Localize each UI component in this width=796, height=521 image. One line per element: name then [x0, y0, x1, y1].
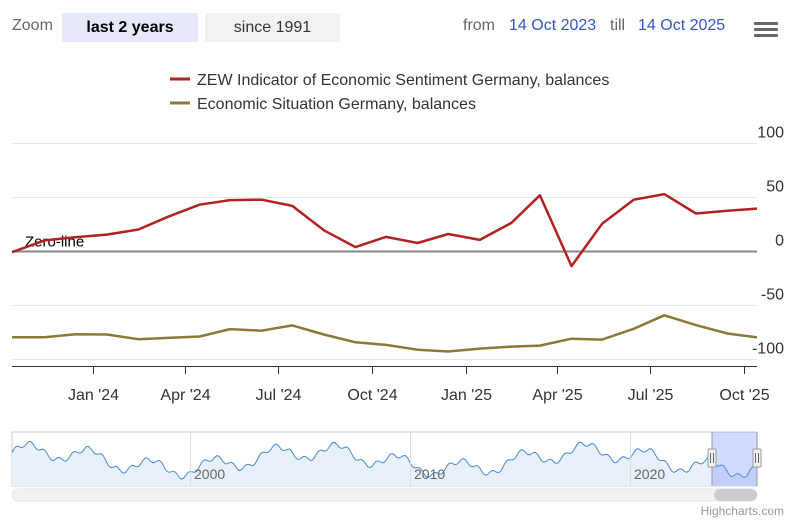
scrollbar-track[interactable] [11, 488, 758, 502]
series [11, 192, 758, 353]
navigator-tick-label: 2020 [634, 466, 665, 482]
hamburger-menu-icon[interactable] [754, 22, 778, 42]
series-line-1 [11, 314, 758, 353]
zoom-since-1991-button[interactable]: since 1991 [205, 13, 340, 42]
y-tick-label: -100 [752, 341, 784, 358]
x-tick-label: Apr '25 [532, 387, 582, 404]
navigator-line [11, 440, 758, 480]
scrollbar-thumb[interactable] [714, 489, 757, 501]
navigator-area [12, 441, 757, 486]
grid: Zero-line [12, 143, 757, 360]
x-tick-label: Jan '24 [68, 387, 119, 404]
series-line-0 [11, 192, 758, 268]
axes: 100 50 0 -50 -100 Jan '24 Apr '24 Jul '24 Oct '2… [12, 125, 784, 404]
y-tick-label: -50 [761, 287, 784, 304]
legend-item: Economic Situation Germany, balances [197, 96, 476, 113]
y-tick-label: 100 [757, 125, 784, 142]
navigator-tick-label: 2000 [194, 466, 225, 482]
highcharts-credit[interactable]: Highcharts.com [701, 504, 784, 518]
y-tick-label: 0 [775, 233, 784, 250]
navigator-selection [712, 432, 757, 486]
navigator-handle-right[interactable] [752, 448, 762, 468]
navigator: 2000 2010 2020 [11, 431, 762, 502]
range-till-label: till [610, 17, 626, 34]
zoom-last-2-years-button[interactable]: last 2 years [62, 13, 198, 42]
x-tick-label: Jul '24 [256, 387, 302, 404]
legend-item: ZEW Indicator of Economic Sentiment Germ… [197, 72, 609, 89]
range-till-input[interactable]: 14 Oct 2025 [638, 17, 726, 34]
x-tick-label: Oct '24 [347, 387, 397, 404]
x-tick-label: Jan '25 [441, 387, 492, 404]
zoom-label: Zoom [12, 17, 53, 34]
x-tick-label: Apr '24 [160, 387, 210, 404]
navigator-tick-label: 2010 [414, 466, 445, 482]
range-from-input[interactable]: 14 Oct 2023 [509, 17, 597, 34]
y-tick-label: 50 [766, 179, 784, 196]
x-tick-label: Jul '25 [628, 387, 674, 404]
navigator-handle-left[interactable] [707, 448, 717, 468]
x-tick-label: Oct '25 [719, 387, 769, 404]
range-from-label: from [463, 17, 495, 34]
legend[interactable]: ZEW Indicator of Economic Sentiment Germ… [170, 72, 609, 113]
